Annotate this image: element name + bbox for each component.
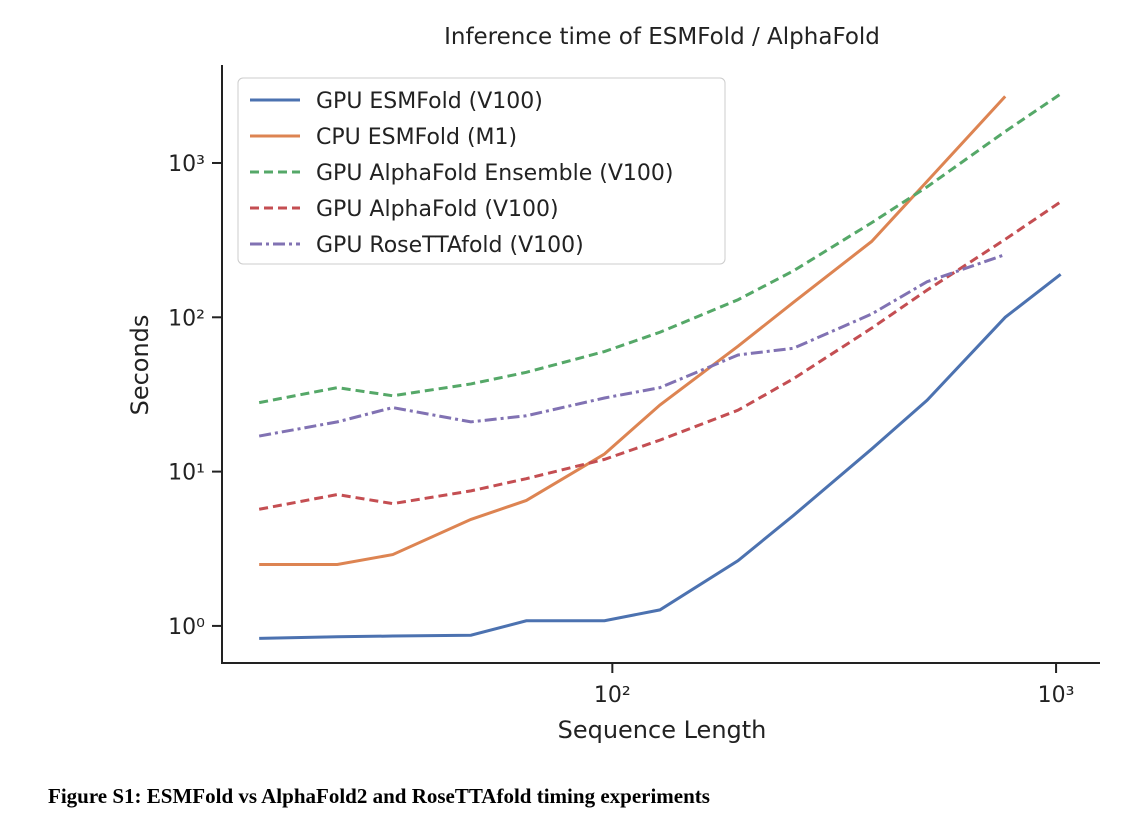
series-line — [258, 253, 1006, 438]
figure-caption: Figure S1: ESMFold vs AlphaFold2 and Ros… — [48, 784, 710, 808]
series-line — [259, 95, 1007, 567]
chart-title: Inference time of ESMFold / AlphaFold — [444, 24, 880, 50]
series-line — [258, 92, 1062, 405]
y-tick-label: 10⁰ — [168, 615, 205, 640]
x-tick-label: 10³ — [1038, 683, 1075, 708]
legend-label: CPU ESMFold (M1) — [316, 125, 517, 150]
x-tick-label: 10² — [594, 683, 631, 708]
x-axis-label: Sequence Length — [558, 716, 767, 744]
y-tick-label: 10³ — [168, 152, 205, 177]
legend-box — [237, 77, 726, 265]
legend-label: GPU AlphaFold (V100) — [316, 197, 559, 222]
series-line — [259, 273, 1062, 640]
legend-label: GPU AlphaFold Ensemble (V100) — [316, 161, 673, 186]
series-line — [258, 200, 1062, 511]
legend-label: GPU ESMFold (V100) — [316, 89, 543, 114]
y-tick-label: 10² — [168, 306, 205, 331]
y-tick-label: 10¹ — [168, 461, 205, 486]
chart: Inference time of ESMFold / AlphaFold Se… — [126, 24, 1100, 744]
y-axis-label: Seconds — [126, 315, 154, 416]
legend-label: GPU RoseTTAfold (V100) — [316, 233, 584, 258]
